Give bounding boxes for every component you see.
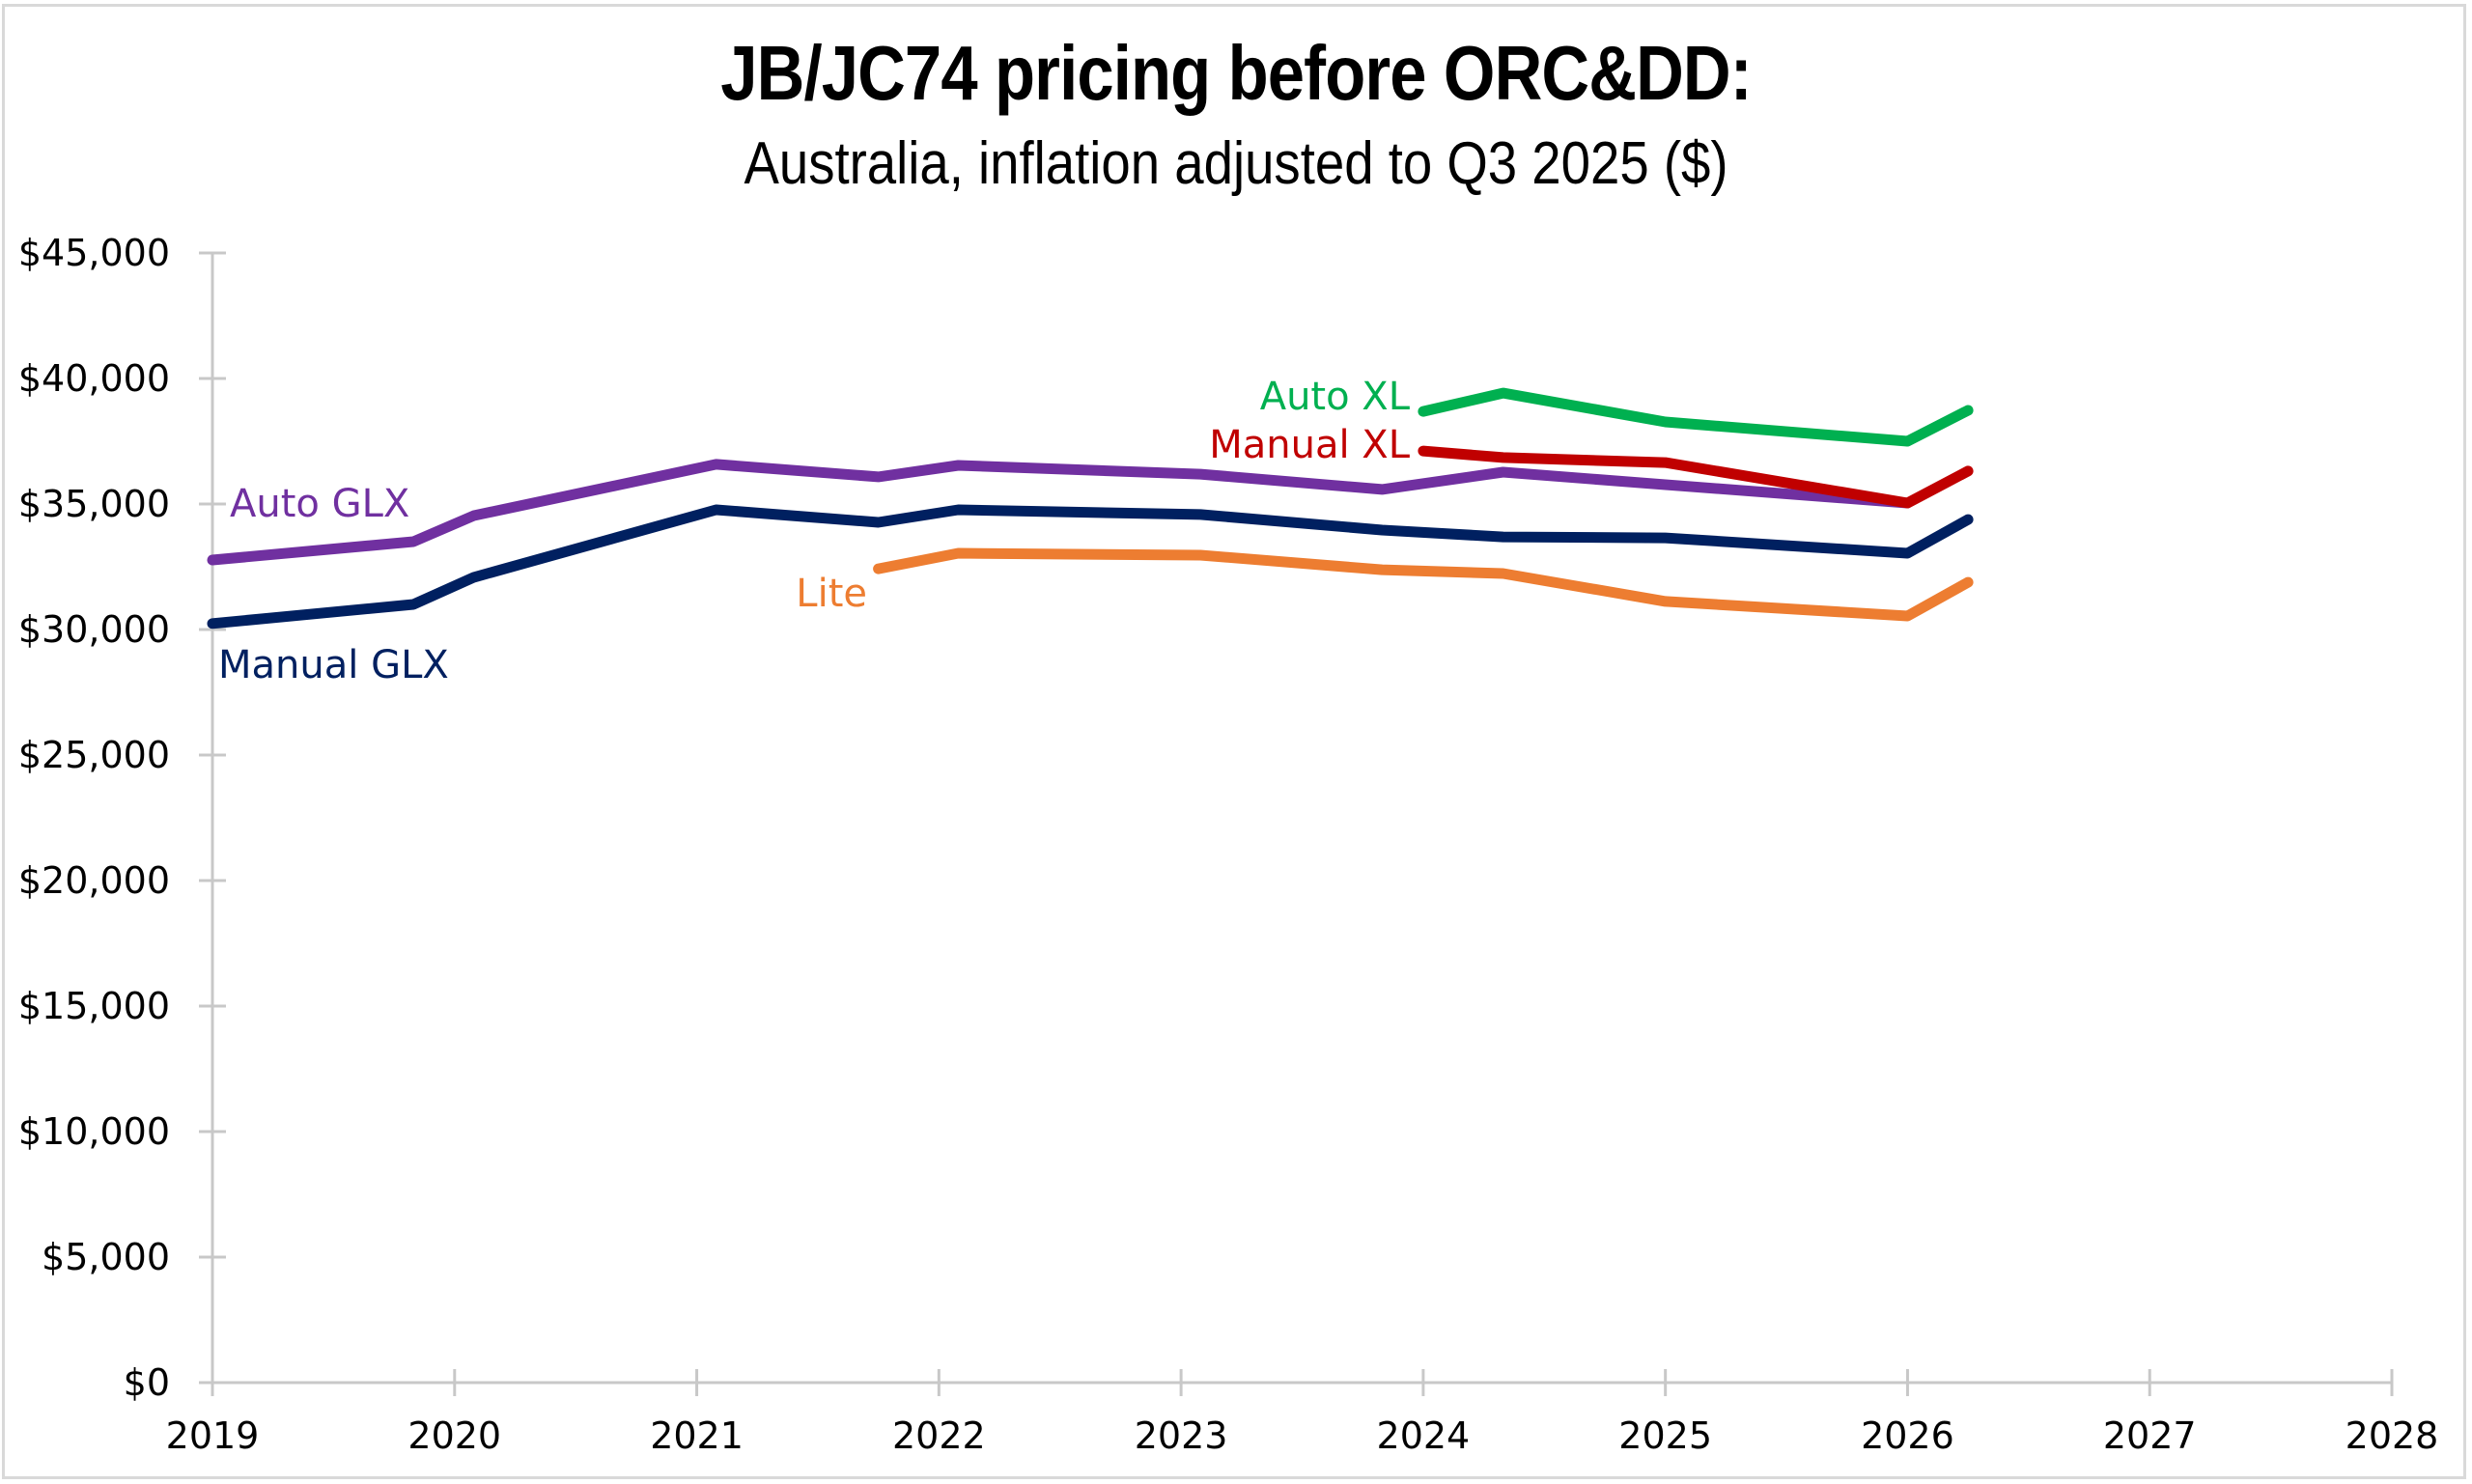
y-tick-label: $5,000	[42, 1236, 170, 1278]
series-lines	[207, 387, 1974, 630]
x-tick-label: 2021	[650, 1414, 744, 1457]
chart-subtitle: Australia, inflation adjusted to Q3 2025…	[744, 130, 1728, 197]
series-label-manual-glx: Manual GLX	[218, 643, 449, 687]
x-tick-label: 2019	[166, 1414, 260, 1457]
x-tick-label: 2020	[407, 1414, 501, 1457]
y-tick-label: $10,000	[18, 1110, 170, 1153]
series-line-manual-glx	[207, 504, 1974, 630]
y-tick-label: $20,000	[18, 859, 170, 902]
x-tick-label: 2026	[1861, 1414, 1954, 1457]
x-tick-label: 2027	[2103, 1414, 2197, 1457]
x-tick-label: 2024	[1377, 1414, 1471, 1457]
y-tick-label: $0	[124, 1361, 170, 1404]
x-tick-label: 2022	[892, 1414, 986, 1457]
y-tick-label: $45,000	[18, 232, 170, 274]
series-label-manual-xl: Manual XL	[1209, 423, 1410, 467]
series-line-auto-xl	[1418, 387, 1974, 447]
series-label-auto-glx: Auto GLX	[230, 482, 409, 526]
series-label-lite: Lite	[796, 572, 867, 616]
chart-frame	[2, 4, 2466, 1479]
y-tick-label: $25,000	[18, 734, 170, 776]
series-line-lite	[873, 547, 1974, 622]
x-tick-label: 2025	[1618, 1414, 1712, 1457]
chart-title: JB/JC74 pricing before ORC&DD:	[720, 30, 1752, 116]
y-tick-label: $40,000	[18, 357, 170, 400]
x-tick-label: 2028	[2346, 1414, 2439, 1457]
y-tick-label: $35,000	[18, 483, 170, 525]
y-tick-label: $30,000	[18, 608, 170, 651]
series-label-auto-xl: Auto XL	[1260, 375, 1411, 419]
x-tick-label: 2023	[1135, 1414, 1228, 1457]
axes: $0 $5,000 $10,000 $15,000 $20,000 $25,000 $30,…	[18, 232, 2439, 1457]
y-tick-label: $15,000	[18, 985, 170, 1027]
